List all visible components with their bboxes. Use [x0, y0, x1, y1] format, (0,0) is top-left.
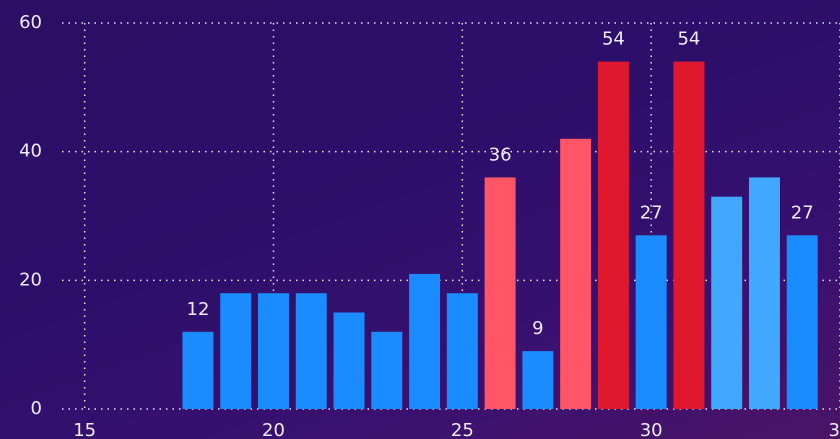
bar: [484, 177, 516, 409]
bar: [371, 331, 403, 409]
data-label: 27: [640, 202, 663, 223]
bar: [182, 331, 214, 409]
data-label: 9: [532, 318, 543, 339]
bar: [295, 293, 327, 409]
bar: [711, 196, 743, 409]
bar: [635, 235, 667, 409]
x-tick-label: 15: [73, 420, 96, 439]
bar: [748, 177, 780, 409]
y-tick-label: 20: [19, 269, 42, 290]
x-tick-label: 20: [262, 420, 285, 439]
bar: [409, 273, 441, 409]
bar: [258, 293, 289, 409]
data-label: 27: [791, 202, 814, 223]
data-label: 12: [187, 299, 210, 320]
data-label: 36: [489, 144, 512, 165]
x-tick-label: 30: [640, 420, 663, 439]
bar: [333, 312, 365, 409]
bar: [220, 293, 252, 409]
bar: [597, 61, 629, 409]
y-tick-label: 40: [19, 141, 42, 162]
bar: [673, 61, 705, 409]
x-tick-label: 25: [451, 420, 474, 439]
bar: [522, 351, 554, 409]
bar: [446, 293, 478, 409]
bar: [786, 235, 818, 409]
y-tick-label: 60: [19, 12, 42, 33]
data-label: 54: [602, 29, 625, 50]
y-tick-label: 0: [31, 398, 42, 419]
bar: [560, 138, 592, 410]
data-label: 54: [677, 29, 700, 50]
x-tick-label: 35: [829, 420, 840, 439]
